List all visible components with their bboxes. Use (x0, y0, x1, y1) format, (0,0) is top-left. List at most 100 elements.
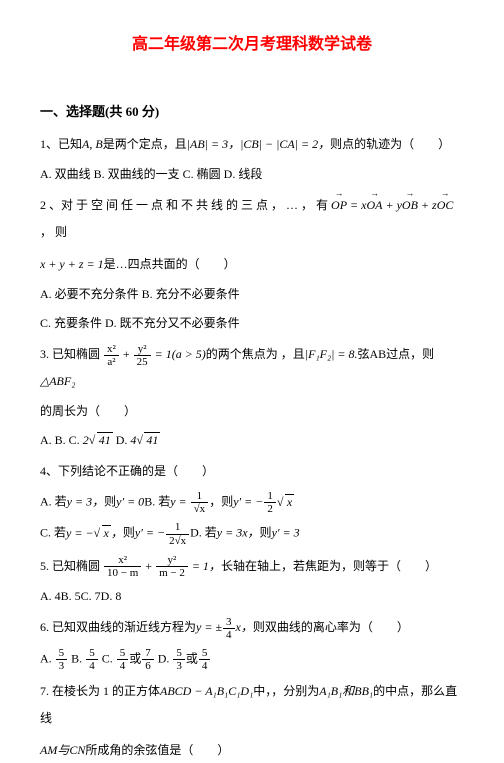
q4-c-eq1: y = −x， (66, 526, 123, 540)
q6-c: C. (102, 651, 116, 665)
q3-plus: + (123, 347, 133, 361)
q3-options: A. B. C. 241 D. 441 (40, 429, 464, 452)
q4-b-eq2: y′ = − (233, 495, 263, 509)
q6-d: D. (158, 651, 173, 665)
q5-num: 5. (40, 559, 52, 573)
q4-a-eq2: y′ = 0 (116, 495, 144, 509)
q3-opt-abc: A. B. C. (40, 433, 83, 447)
q6-or2: 或 (186, 651, 198, 665)
q3-frac1: x²a² (104, 343, 119, 368)
q4-c-eq2: y′ = − (135, 526, 165, 540)
q6-fd2: 54 (199, 647, 211, 672)
q4-opt-cd: C. 若y = −x，则y′ = −12√xD. 若y = 3x，则y′ = 3 (40, 521, 464, 546)
q4-b-mid: ，则 (209, 495, 233, 509)
q2-text-b: 是…四点共面的（ (104, 257, 200, 271)
q4-b-lhs: y = (170, 495, 189, 509)
q5-eq: = 1， (192, 559, 221, 573)
q3-text-b: 的两个焦点为 ，且 (206, 347, 305, 361)
q4-d-pre: D. 若 (190, 526, 217, 540)
question-3: 3. 已知椭圆 x²a² + y²25 = 1(a > 5)的两个焦点为 ，且|… (40, 341, 464, 394)
q4-d-mid: 则 (260, 526, 272, 540)
q1-text-b: 是两个定点，且 (103, 137, 187, 151)
q5-options: A. 4B. 5C. 7D. 8 (40, 585, 464, 608)
question-7: 7. 在棱长为 1 的正方体ABCD − A₁B₁C₁D₁中，，分别为A₁B₁和… (40, 678, 464, 731)
q7-line2: AM与CN所成角的余弦值是（ ） (40, 737, 464, 763)
q5-frac1: x²10 − m (104, 554, 141, 579)
q3-text-c: 弦AB过点，则 (358, 347, 435, 361)
q7-paren: ） (193, 737, 229, 763)
q4-c-mid: 则 (123, 526, 135, 540)
q5-text-b: 长轴在轴上，若焦距为，则等于（ (221, 559, 401, 573)
q4-c-pre: C. 若 (40, 526, 66, 540)
q7-cube: ABCD − A₁B₁C₁D₁ (160, 684, 253, 698)
q1-num: 1、 (40, 137, 58, 151)
q7-amcn: AM与CN (40, 743, 85, 757)
q3-val-d: 441 (130, 433, 160, 447)
q1-options: A. 双曲线 B. 双曲线的一支 C. 椭圆 D. 线段 (40, 163, 464, 186)
q6-eq-lhs: y = ± (196, 620, 222, 634)
q5-frac2: y²m − 2 (156, 554, 188, 579)
q4-a-mid: 则 (104, 495, 116, 509)
q4-d-eq2: y′ = 3 (272, 526, 300, 540)
exam-title: 高二年级第二次月考理科数学试卷 (40, 30, 464, 60)
q7-edges: A₁B₁和BB₁ (319, 684, 373, 698)
q6-frac: 34 (223, 616, 235, 641)
q4-d-eq1: y = 3x， (217, 526, 260, 540)
question-4: 4、下列结论不正确的是（ ） (40, 458, 464, 484)
question-1: 1、已知A, B是两个定点，且|AB| = 3，|CB| − |CA| = 2，… (40, 131, 464, 157)
q3-opt-d: D. (113, 433, 131, 447)
q4-b-frac2: 12 (264, 490, 276, 515)
q2-cond: x + y + z = 1 (40, 257, 104, 271)
q6-a: A. (40, 651, 55, 665)
q4-b-pre: B. 若 (144, 495, 170, 509)
q5-text-a: 已知椭圆 (52, 559, 100, 573)
q3-val-c: 241 (83, 433, 113, 447)
q1-paren: ） (414, 131, 450, 157)
q2-text-a: 对 于 空 间 任 一 点 和 不 共 线 的 三 点 ， … ， 有 (61, 198, 331, 212)
q3-text-a: 已知椭圆 (52, 347, 100, 361)
q2-num: 2 、 (40, 198, 61, 212)
q5-paren: ） (401, 553, 437, 579)
q6-fa: 53 (56, 647, 68, 672)
q6-paren: ） (373, 614, 409, 640)
q6-options: A. 53 B. 54 C. 54或76 D. 53或54 (40, 647, 464, 672)
q4-a-eq1: y = 3， (67, 495, 104, 509)
q7-text-a: 在棱长为 1 的正方体 (52, 684, 160, 698)
q7-text-d: 所成角的余弦值是（ (85, 743, 193, 757)
q4-c-frac: 12√x (166, 521, 189, 546)
q4-paren: ） (178, 458, 214, 484)
question-6: 6. 已知双曲线的渐近线方程为y = ±34x，则双曲线的离心率为（ ） (40, 614, 464, 641)
q2-paren: ） (200, 251, 236, 277)
q1-text-c: 则点的轨迹为（ (330, 137, 414, 151)
q1-ab: A, B (82, 137, 103, 151)
q5-plus: + (145, 559, 155, 573)
q6-or1: 或 (129, 651, 141, 665)
q6-text-b: 则双曲线的离心率为（ (253, 620, 373, 634)
q6-fd1: 53 (173, 647, 185, 672)
q6-fc1: 54 (117, 647, 129, 672)
q4-num: 4、 (40, 464, 58, 478)
q2-line2: x + y + z = 1是…四点共面的（ ） (40, 251, 464, 277)
q3-tri: △ABF₂ (40, 374, 75, 388)
q3-f1f2: |F₁F₂| = 8. (305, 347, 358, 361)
q2-opt-cd: C. 充要条件 D. 既不充分又不必要条件 (40, 312, 464, 335)
q6-fc2: 76 (142, 647, 154, 672)
q4-b-sqrt: x (277, 495, 294, 509)
q2-tail: ， 则 (40, 225, 67, 239)
q4-a-pre: A. 若 (40, 495, 67, 509)
q6-fb: 54 (86, 647, 98, 672)
q4-opt-ab: A. 若y = 3，则y′ = 0B. 若y = 1√x，则y′ = −12x (40, 490, 464, 515)
q2-vec-eq: OP = xOA + yOB + zOC (331, 198, 453, 212)
q6-b: B. (71, 651, 85, 665)
q2-opt-ab: A. 必要不充分条件 B. 充分不必要条件 (40, 283, 464, 306)
q6-text-a: 已知双曲线的渐近线方程为 (52, 620, 196, 634)
section-header: 一、选择题(共 60 分) (40, 100, 464, 125)
q6-num: 6. (40, 620, 52, 634)
q1-eq: |AB| = 3，|CB| − |CA| = 2， (187, 137, 330, 151)
q6-eq-rhs: x， (236, 620, 253, 634)
q3-eq: = 1(a > 5) (155, 347, 206, 361)
q4-text: 下列结论不正确的是（ (58, 464, 178, 478)
q7-text-b: 中，，分别为 (253, 684, 319, 698)
question-2: 2 、对 于 空 间 任 一 点 和 不 共 线 的 三 点 ， … ， 有 O… (40, 192, 464, 245)
q1-text-a: 已知 (58, 137, 82, 151)
